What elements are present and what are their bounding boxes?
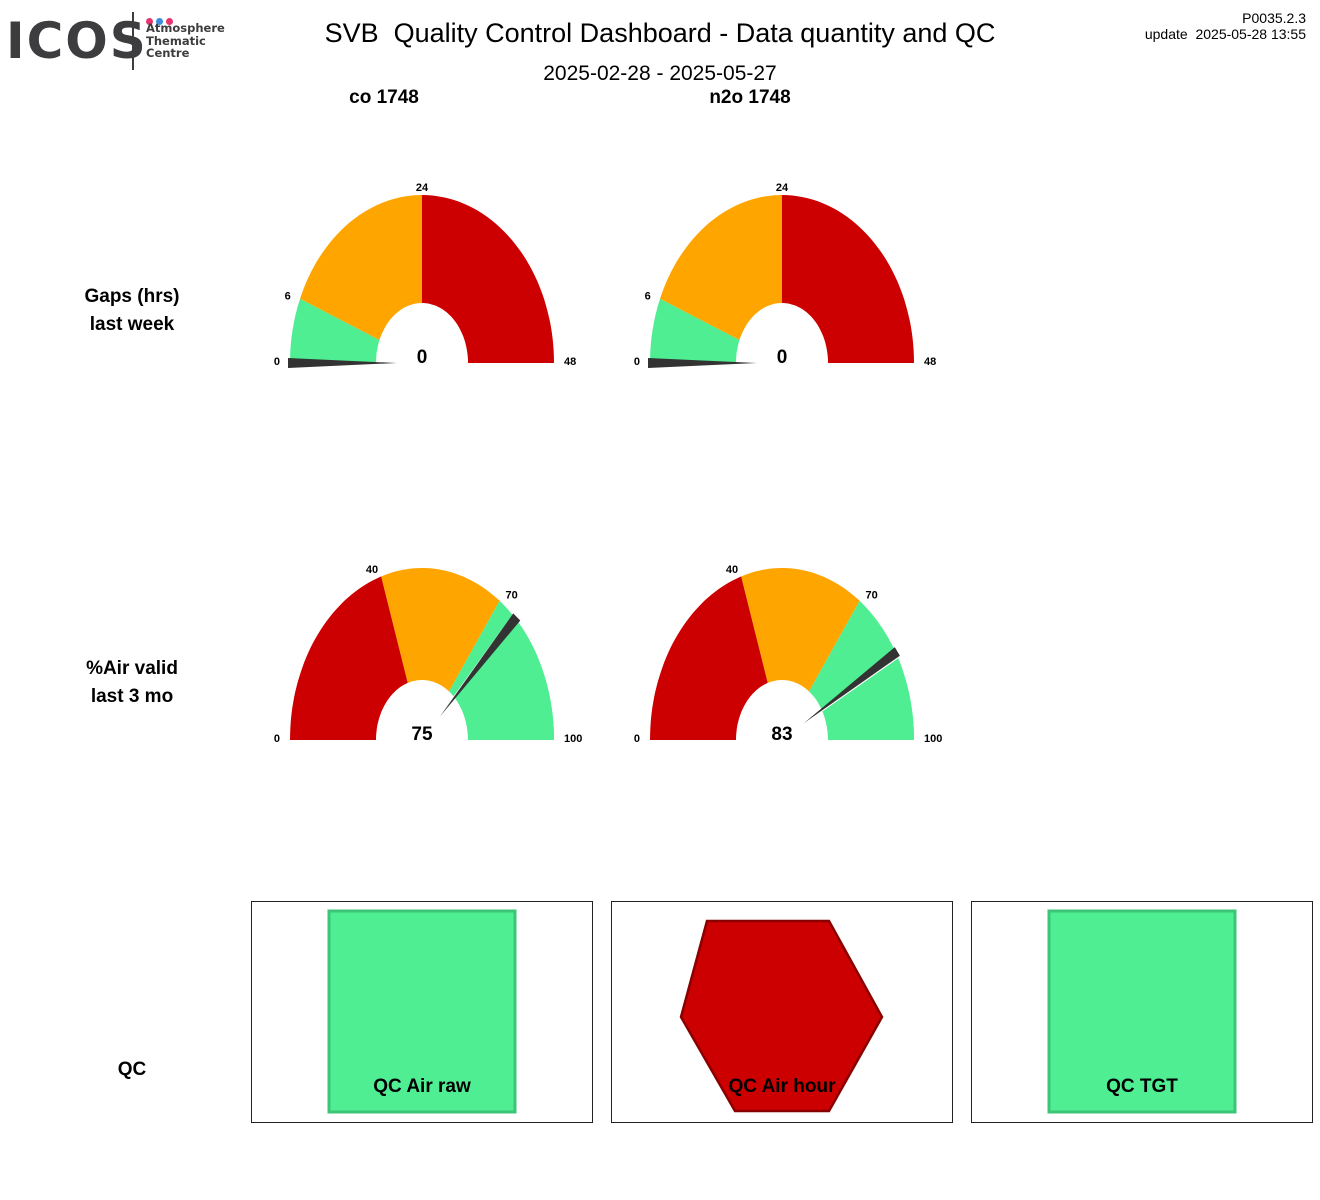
logo-line-1: Atmosphere: [146, 21, 225, 35]
row-label-gaps: Gaps (hrs) last week: [42, 283, 222, 339]
qc-label: QC TGT: [1106, 1076, 1178, 1097]
qc-label: QC Air raw: [373, 1076, 471, 1097]
row-label-air-valid-line-1: %Air valid: [86, 658, 178, 679]
air_valid-tick-label: 100: [564, 733, 582, 745]
air_valid-tick-label: 0: [634, 733, 640, 745]
gaps-band-2: [782, 195, 914, 363]
gaps-band-1: [300, 195, 422, 340]
gaps-needle: [648, 358, 757, 368]
column-header-co: co 1748: [349, 87, 419, 108]
icos-logo: ICOS Atmosphere Thematic Centre: [6, 8, 226, 74]
gaps-tick-label: 0: [634, 356, 640, 368]
qc-fail-hexagon: [679, 919, 884, 1113]
logo-line-3: Centre: [146, 46, 190, 60]
logo-wordmark: ICOS: [6, 12, 148, 70]
row-label-gaps-line-1: Gaps (hrs): [84, 286, 180, 307]
air_valid-value-band: [822, 658, 914, 740]
logo-line-2: Thematic: [146, 33, 206, 48]
qc-panel-tgt: QC TGT: [971, 901, 1313, 1123]
gaps-tick-label: 24: [416, 182, 429, 194]
air_valid-band-0: [290, 576, 408, 740]
logo-divider: [132, 12, 134, 70]
air_valid-tick-label: 100: [924, 733, 942, 745]
row-label-gaps-line-2: last week: [89, 314, 175, 335]
logo-dots-icon: [146, 12, 176, 25]
gaps-tick-label: 24: [776, 182, 789, 194]
qc-panel-air-raw: QC Air raw: [251, 901, 593, 1123]
gaps-tick-label: 48: [564, 356, 576, 368]
air_valid-tick-label: 70: [506, 589, 518, 601]
gaps-band-2: [422, 195, 554, 363]
logo-subtitle: Atmosphere Thematic Centre: [146, 22, 225, 60]
air_valid-band-0: [650, 576, 768, 740]
row-label-qc: QC: [117, 1059, 147, 1080]
qc-ok-square: [1047, 909, 1237, 1114]
air_valid-tick-label: 0: [274, 733, 280, 745]
qc-air-raw-indicator: QC Air raw: [327, 909, 517, 1114]
row-label-air-valid: %Air valid last 3 mo: [42, 655, 222, 711]
page-title: SVB Quality Control Dashboard - Data qua…: [324, 18, 996, 48]
gaps-band-0: [650, 298, 740, 363]
air_valid-value-label: 83: [771, 724, 792, 745]
version-label: P0035.2.3: [1242, 10, 1306, 26]
gaps-value-label: 0: [777, 347, 788, 368]
column-header-n2o: n2o 1748: [709, 87, 791, 108]
gaps-gauge-co: 0 6 24 48 0: [274, 182, 576, 368]
update-timestamp: update 2025-05-28 13:55: [1144, 26, 1306, 42]
qc-ok-square: [327, 909, 517, 1114]
date-range: 2025-02-28 - 2025-05-27: [543, 62, 777, 85]
air_valid-band-1: [741, 568, 860, 692]
qc-tgt-indicator: QC TGT: [1047, 909, 1237, 1114]
air_valid-needle: [803, 647, 900, 724]
air-valid-gauge-co: 0 40 70 100 75: [274, 564, 582, 745]
air_valid-tick-label: 40: [366, 564, 378, 576]
gaps-tick-label: 48: [924, 356, 936, 368]
gaps-needle: [288, 358, 397, 368]
air_valid-tick-label: 40: [726, 564, 738, 576]
air-valid-gauge-n2o: 0 40 70 100 83: [634, 564, 942, 745]
qc-label: QC Air hour: [729, 1076, 837, 1097]
gaps-gauge-n2o: 0 6 24 48 0: [634, 182, 936, 368]
gaps-tick-label: 6: [645, 291, 651, 303]
qc-air-hour-indicator: QC Air hour: [679, 919, 884, 1113]
air_valid-needle: [439, 613, 521, 717]
gaps-value-label: 0: [417, 347, 428, 368]
qc-panel-air-hour: QC Air hour: [611, 901, 953, 1123]
gaps-tick-label: 0: [274, 356, 280, 368]
gaps-band-0: [290, 298, 380, 363]
row-label-air-valid-line-2: last 3 mo: [90, 686, 174, 707]
air_valid-value-band: [454, 619, 554, 740]
air_valid-tick-label: 70: [866, 589, 878, 601]
gaps-band-1: [660, 195, 782, 340]
air_valid-value-label: 75: [411, 724, 433, 745]
air_valid-band-1: [381, 568, 500, 692]
gaps-tick-label: 6: [285, 291, 291, 303]
